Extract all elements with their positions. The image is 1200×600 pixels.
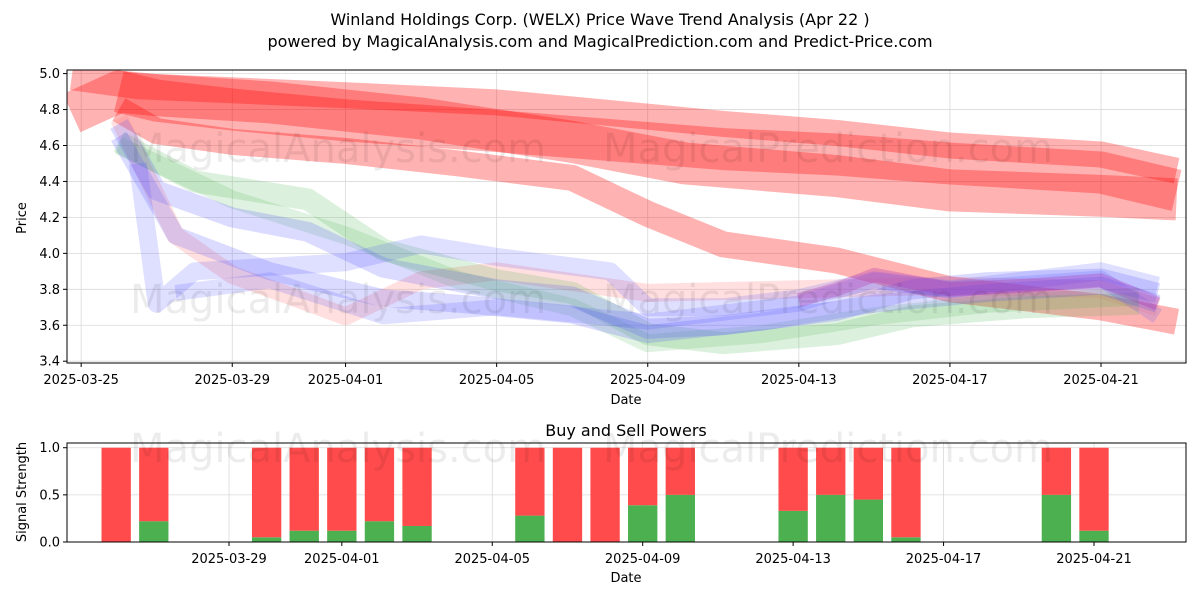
signal-x-tick-label: 2025-04-17: [906, 552, 982, 567]
chart-title-line2: powered by MagicalAnalysis.com and Magic…: [267, 32, 932, 51]
wave-band-blue-band-2: [111, 132, 1161, 344]
wave-band-red-band-1: [69, 70, 1180, 184]
watermark-analysis-signal: MagicalAnalysis.com: [130, 426, 546, 472]
buy-power-bar: [402, 525, 432, 542]
sell-power-bar: [327, 447, 357, 531]
signal-plot-frame: [66, 442, 1187, 543]
watermark-analysis-bottom: MagicalAnalysis.com: [130, 277, 546, 323]
price-gridlines: [67, 70, 1186, 363]
wave-band-green-band-2: [115, 137, 1140, 353]
watermark-analysis-top: MagicalAnalysis.com: [130, 126, 546, 172]
price-x-tick-label: 2025-04-09: [610, 373, 686, 388]
sell-power-bar: [665, 447, 695, 495]
price-y-tick-label: 3.8: [39, 283, 60, 298]
signal-x-tick-label: 2025-04-21: [1056, 552, 1132, 567]
sell-power-bar: [515, 447, 545, 516]
signal-x-tick-label: 2025-03-29: [191, 552, 267, 567]
signal-y-tick-label: 1.0: [39, 441, 60, 456]
signal-y-tick-label: 0.0: [39, 536, 60, 551]
price-y-tick-label: 4.8: [39, 103, 60, 118]
buy-power-bar: [853, 499, 884, 542]
chart-title-line1: Winland Holdings Corp. (WELX) Price Wave…: [330, 10, 869, 29]
buy-power-bar: [665, 494, 695, 542]
wave-band-light-red-band: [110, 114, 1161, 326]
buy-power-bar: [327, 530, 357, 542]
wave-band-green-band-1: [113, 132, 1140, 355]
watermark-prediction-signal: MagicalPrediction.com: [603, 426, 1053, 472]
price-x-tick-label: 2025-04-21: [1063, 373, 1139, 388]
sell-power-bar: [778, 447, 808, 511]
sell-power-bar: [139, 447, 169, 522]
price-y-tick-label: 4.4: [39, 175, 60, 190]
buy-power-bar: [1041, 494, 1072, 542]
price-y-tick-label: 4.0: [39, 247, 60, 262]
price-y-axis-label: Price: [15, 202, 30, 234]
wave-band-red-band-2: [67, 70, 1178, 221]
signal-y-axis-label: Signal Strength: [15, 442, 30, 542]
price-x-tick-label: 2025-03-29: [194, 373, 270, 388]
sell-power-bar: [101, 447, 131, 542]
signal-axes: 0.0 0.5 1.0 2025-03-29 2025-04-01 2025-04-05 2…: [39, 441, 1131, 567]
watermark-prediction-top: MagicalPrediction.com: [603, 126, 1053, 172]
sell-power-bar: [628, 447, 658, 506]
signal-x-axis-label: Date: [610, 571, 641, 586]
price-x-tick-label: 2025-04-05: [459, 373, 535, 388]
price-x-tick-label: 2025-04-17: [912, 373, 988, 388]
price-y-tick-label: 3.6: [39, 319, 60, 334]
price-plot-frame: [66, 69, 1187, 364]
sell-power-bar: [1041, 447, 1072, 495]
sell-power-bar: [590, 447, 620, 542]
price-y-tick-label: 4.2: [39, 211, 60, 226]
wave-band-red-band-3: [114, 71, 1182, 211]
sell-power-bar: [364, 447, 395, 522]
buy-power-bar: [364, 521, 395, 542]
wave-band-blue-band-3: [128, 162, 1160, 317]
wave-band-red-band-4: [112, 98, 1180, 335]
price-y-tick-label: 4.6: [39, 139, 60, 154]
buy-power-bar: [515, 515, 545, 542]
watermark-prediction-bottom: MagicalPrediction.com: [603, 277, 1053, 323]
signal-y-tick-label: 0.5: [39, 488, 60, 503]
wave-band-blue-band-1: [110, 118, 1161, 339]
price-y-tick-label: 3.4: [39, 355, 60, 370]
price-plot-background: [67, 70, 1186, 363]
signal-x-tick-label: 2025-04-09: [605, 552, 681, 567]
signal-x-tick-label: 2025-04-01: [304, 552, 380, 567]
price-y-tick-label: 5.0: [39, 67, 60, 82]
sell-power-bar: [816, 447, 846, 495]
price-axes: 3.4 3.6 3.8 4.0 4.2 4.4 4.6 4.8 5.0 2025-03-25 202…: [39, 67, 1138, 388]
signal-chart: MagicalAnalysis.com MagicalPrediction.co…: [15, 421, 1187, 586]
sell-power-bar: [891, 447, 921, 538]
wave-band-purple-band: [796, 267, 1161, 311]
sell-power-bar: [552, 447, 583, 542]
buy-power-bar: [628, 505, 658, 542]
sell-power-bar: [853, 447, 884, 500]
price-wave-bands: [67, 70, 1182, 355]
sell-power-bar: [402, 447, 432, 526]
buy-power-bar: [251, 537, 282, 542]
signal-x-tick-label: 2025-04-05: [454, 552, 530, 567]
signal-chart-title: Buy and Sell Powers: [545, 421, 707, 440]
sell-power-bar: [251, 447, 282, 538]
sell-power-bar: [289, 447, 319, 531]
price-chart: MagicalAnalysis.com MagicalPrediction.co…: [15, 67, 1187, 408]
buy-power-bar: [289, 530, 319, 542]
buy-power-bar: [1079, 530, 1109, 542]
buy-power-bar: [816, 494, 846, 542]
price-x-tick-label: 2025-04-01: [308, 373, 384, 388]
price-x-tick-label: 2025-03-25: [43, 373, 119, 388]
buy-power-bar: [891, 537, 921, 542]
signal-bars: [101, 447, 1109, 542]
signal-x-tick-label: 2025-04-13: [755, 552, 831, 567]
buy-power-bar: [139, 521, 169, 542]
wave-band-blue-band-4: [174, 270, 1163, 330]
sell-power-bar: [1079, 447, 1109, 531]
price-x-tick-label: 2025-04-13: [761, 373, 837, 388]
price-x-axis-label: Date: [610, 393, 641, 408]
buy-power-bar: [778, 510, 808, 542]
